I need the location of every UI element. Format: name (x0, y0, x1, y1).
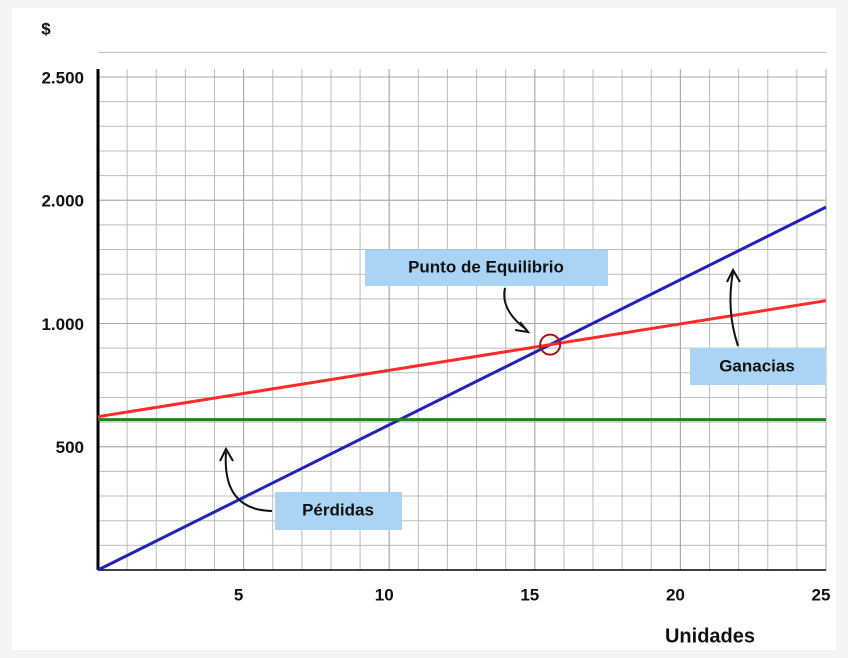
arrows (219, 267, 741, 512)
lines (97, 205, 827, 572)
y-tick-label: 2.500 (41, 68, 84, 87)
series-line (97, 205, 827, 572)
annotation: Punto de Equilibrio (408, 257, 564, 276)
x-tick-label: 5 (234, 585, 243, 604)
annotation-box (690, 348, 825, 385)
arrow-head (514, 321, 531, 334)
arrow (729, 271, 739, 347)
y-tick-label: 500 (56, 438, 84, 457)
arrow-head (726, 267, 741, 283)
arrow (224, 451, 273, 512)
annotation: Pérdidas (302, 500, 374, 519)
y-axis-label: $ (41, 19, 51, 38)
annotation: Ganacias (719, 356, 795, 375)
panel (12, 8, 836, 650)
x-tick-label: 20 (666, 585, 685, 604)
x-tick-label: 15 (520, 585, 539, 604)
annotation-box (275, 492, 402, 530)
x-axis-label: Unidades (665, 625, 755, 647)
arrow-head (219, 446, 234, 462)
annotation-box (365, 250, 608, 286)
y-tick-label: 2.000 (41, 192, 84, 211)
y-tick-label: 1.000 (41, 315, 84, 334)
break-even-marker (539, 333, 562, 356)
x-tick-label: 25 (812, 585, 831, 604)
x-tick-label: 10 (375, 585, 394, 604)
series-line (97, 299, 827, 419)
